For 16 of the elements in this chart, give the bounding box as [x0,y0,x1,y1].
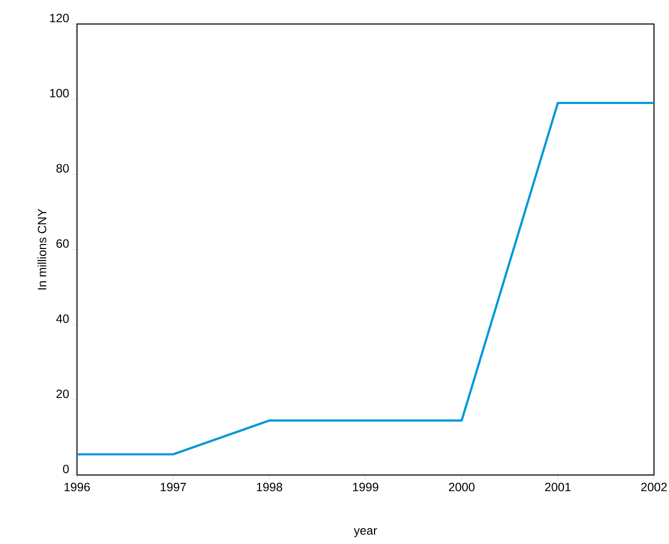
x-tick-label: 2000 [448,482,475,492]
x-tick-label: 1998 [256,482,282,492]
x-tick-label: 1996 [64,482,90,492]
x-tick-label: 2002 [641,482,667,492]
x-tick-label: 2001 [545,482,571,492]
y-tick-label: 20 [56,390,69,398]
x-tick-label: 1997 [160,482,186,492]
y-tick-label: 120 [50,14,69,22]
y-axis-title: In millions CNY [38,208,46,290]
y-tick-label: 100 [50,88,69,98]
y-tick-label: 60 [56,239,69,248]
y-tick-label: 40 [56,314,69,323]
y-tick-label: 80 [56,164,69,173]
y-tick-label: 0 [63,464,69,474]
x-axis-title: year [354,528,377,538]
x-tick-label: 1999 [353,482,378,492]
